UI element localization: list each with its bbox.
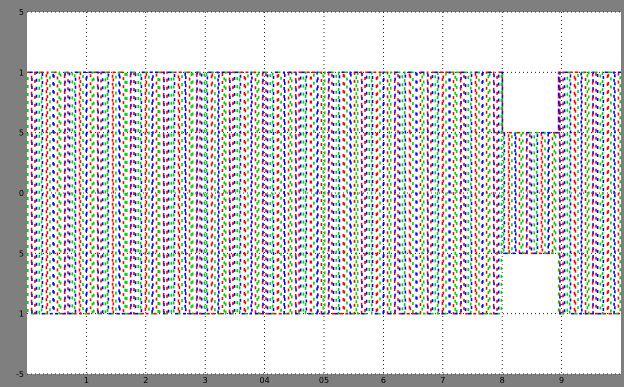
- y-tick-label: 1: [19, 310, 24, 319]
- x-tick-label: 9: [559, 376, 564, 385]
- x-tick-label: 7: [440, 376, 445, 385]
- y-tick-label: 5: [19, 249, 24, 258]
- series-layer: [26, 71, 622, 315]
- x-tick-label: 05: [319, 376, 329, 385]
- x-tick-label: 8: [500, 376, 505, 385]
- x-tick-label: 2: [143, 376, 148, 385]
- x-tick-label: 04: [260, 376, 270, 385]
- x-tick-label: 1: [84, 376, 89, 385]
- x-tick-label: 3: [203, 376, 208, 385]
- y-tick-label: 5: [19, 129, 24, 138]
- y-tick-label: 0: [19, 189, 24, 198]
- y-tick-label: 5: [19, 8, 24, 17]
- series-line-3: [27, 71, 621, 315]
- series-line-2: [26, 71, 622, 315]
- y-tick-label: 1: [19, 68, 24, 77]
- x-tick-label: 6: [381, 376, 386, 385]
- y-tick-label: -5: [16, 370, 24, 379]
